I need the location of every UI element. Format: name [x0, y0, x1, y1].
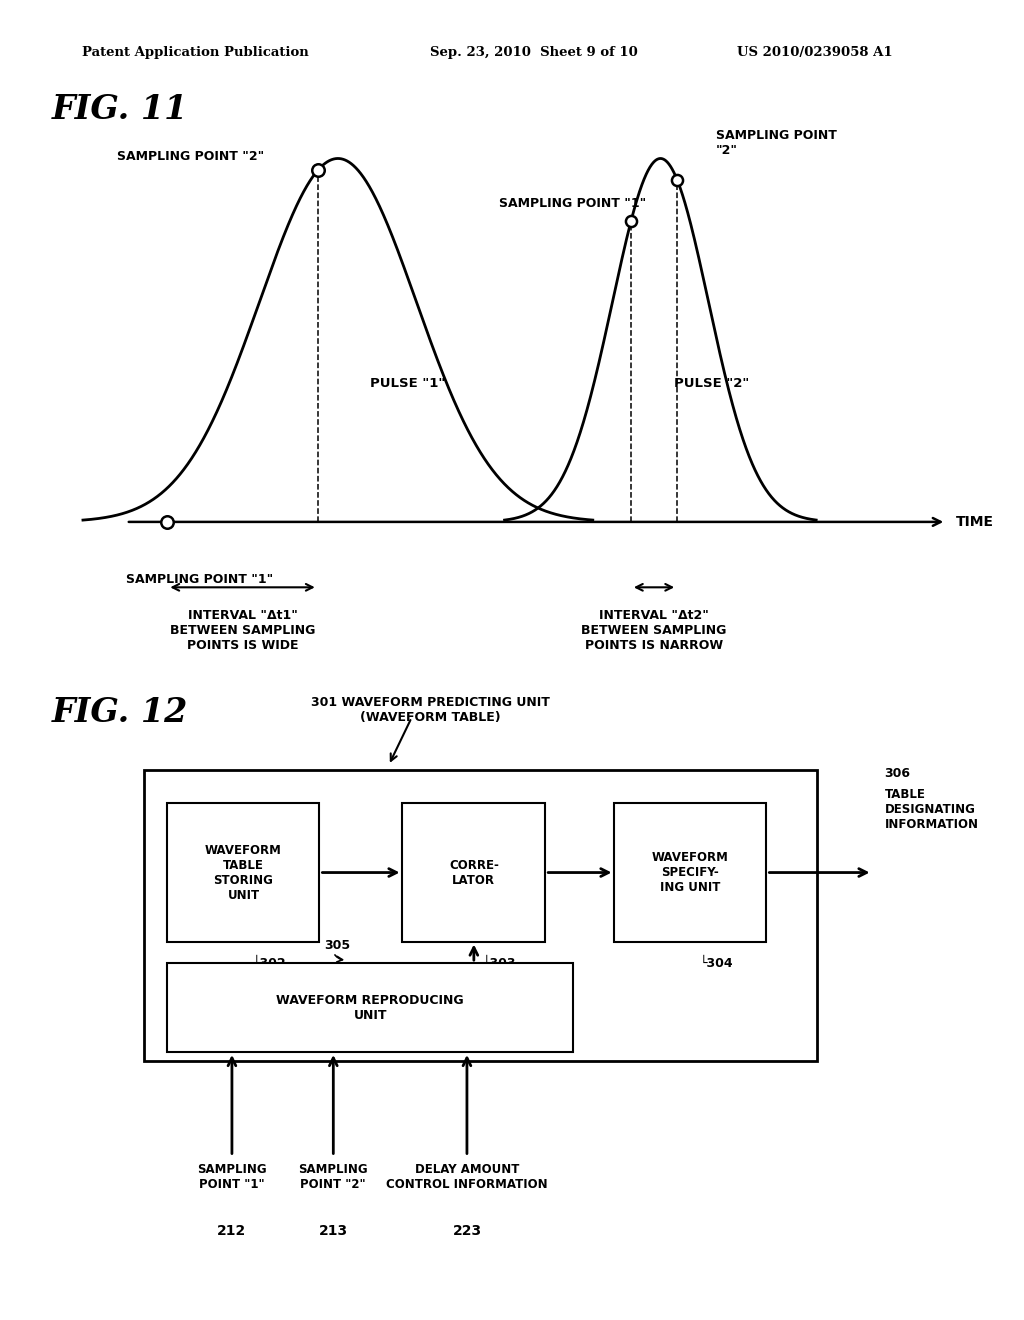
Text: 223: 223 [453, 1224, 481, 1238]
Text: INTERVAL "Δt2"
BETWEEN SAMPLING
POINTS IS NARROW: INTERVAL "Δt2" BETWEEN SAMPLING POINTS I… [582, 609, 727, 652]
FancyBboxPatch shape [614, 804, 766, 941]
Text: WAVEFORM
SPECIFY-
ING UNIT: WAVEFORM SPECIFY- ING UNIT [652, 851, 729, 894]
Text: Sep. 23, 2010  Sheet 9 of 10: Sep. 23, 2010 Sheet 9 of 10 [430, 46, 638, 59]
Text: US 2010/0239058 A1: US 2010/0239058 A1 [737, 46, 893, 59]
Text: 305: 305 [324, 939, 350, 952]
Text: CORRE-
LATOR: CORRE- LATOR [449, 858, 499, 887]
Text: SAMPLING
POINT "1": SAMPLING POINT "1" [198, 1163, 266, 1191]
Text: 213: 213 [318, 1224, 348, 1238]
Text: PULSE "1": PULSE "1" [371, 378, 445, 391]
Text: WAVEFORM
TABLE
STORING
UNIT: WAVEFORM TABLE STORING UNIT [205, 843, 282, 902]
FancyBboxPatch shape [167, 804, 319, 941]
Text: SAMPLING POINT "1": SAMPLING POINT "1" [126, 573, 273, 586]
Text: SAMPLING
POINT "2": SAMPLING POINT "2" [299, 1163, 368, 1191]
Text: └303: └303 [483, 957, 516, 970]
Text: TIME: TIME [955, 515, 993, 529]
Text: 212: 212 [217, 1224, 247, 1238]
Text: DELAY AMOUNT
CONTROL INFORMATION: DELAY AMOUNT CONTROL INFORMATION [386, 1163, 548, 1191]
Text: TABLE
DESIGNATING
INFORMATION: TABLE DESIGNATING INFORMATION [885, 788, 978, 832]
Text: └304: └304 [699, 957, 733, 970]
FancyBboxPatch shape [167, 964, 573, 1052]
FancyBboxPatch shape [144, 770, 817, 1061]
Text: FIG. 11: FIG. 11 [52, 94, 188, 127]
Text: WAVEFORM REPRODUCING
UNIT: WAVEFORM REPRODUCING UNIT [276, 994, 464, 1022]
Text: Patent Application Publication: Patent Application Publication [82, 46, 308, 59]
Text: 301 WAVEFORM PREDICTING UNIT
(WAVEFORM TABLE): 301 WAVEFORM PREDICTING UNIT (WAVEFORM T… [310, 696, 550, 725]
Text: 306: 306 [885, 767, 910, 780]
Text: INTERVAL "Δt1"
BETWEEN SAMPLING
POINTS IS WIDE: INTERVAL "Δt1" BETWEEN SAMPLING POINTS I… [170, 609, 315, 652]
FancyBboxPatch shape [402, 804, 545, 941]
Text: └302: └302 [253, 957, 287, 970]
Text: SAMPLING POINT
"2": SAMPLING POINT "2" [716, 129, 837, 157]
Text: SAMPLING POINT "2": SAMPLING POINT "2" [117, 150, 264, 164]
Text: SAMPLING POINT "1": SAMPLING POINT "1" [499, 197, 646, 210]
Text: FIG. 12: FIG. 12 [52, 696, 188, 729]
Text: PULSE "2": PULSE "2" [674, 378, 750, 391]
